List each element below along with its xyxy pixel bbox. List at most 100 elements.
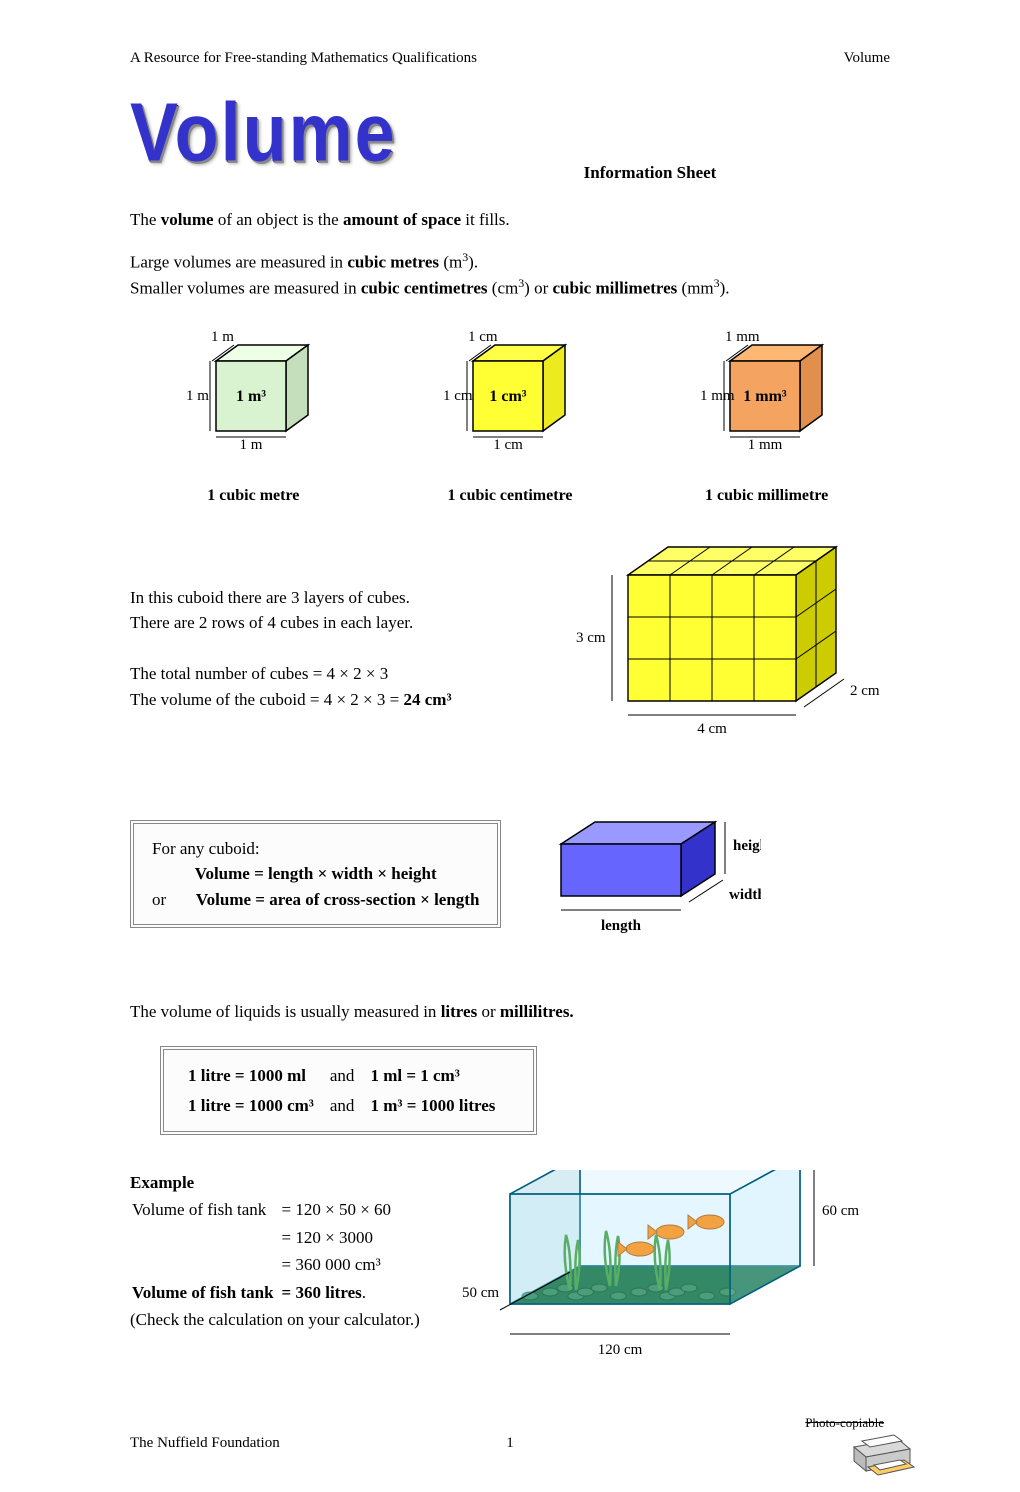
unit-cubes-row: 1 m1 m1 m1 m³ 1 cubic metre 1 cm1 cm1 cm…: [130, 331, 890, 505]
text: (cm: [488, 278, 519, 297]
conv-and: and: [330, 1092, 369, 1119]
conv-right: 1 ml = 1 cm³: [370, 1066, 459, 1085]
text: The volume of liquids is usually measure…: [130, 1002, 441, 1021]
footer-page-number: 1: [506, 1435, 514, 1452]
svg-text:1 cm: 1 cm: [443, 388, 473, 404]
fishtank-diagram: 60 cm 120 cm 50 cm: [440, 1170, 860, 1405]
example-row: Example Volume of fish tank= 120 × 50 × …: [130, 1170, 890, 1405]
svg-text:height: height: [733, 838, 761, 854]
text-bold: volume: [161, 210, 214, 229]
svg-text:50 cm: 50 cm: [462, 1285, 499, 1301]
cell: = 120 × 3000: [282, 1225, 398, 1251]
cuboid-svg: 3 cm4 cm2 cm: [570, 545, 890, 785]
formula-main: Volume = length × width × height: [152, 861, 479, 887]
page-header: A Resource for Free-standing Mathematics…: [130, 50, 890, 67]
table-row: = 360 000 cm³: [132, 1252, 397, 1278]
cube-metre-svg: 1 m 1 m 1 m 1 m³: [168, 331, 338, 481]
text: Large volumes are measured in: [130, 252, 347, 271]
table-row: 1 litre = 1000 ml and 1 ml = 1 cm³: [188, 1062, 509, 1089]
text: The volume of the cuboid = 4 × 2 × 3 =: [130, 690, 403, 709]
svg-text:width: width: [729, 887, 761, 903]
cube-centimetre-caption: 1 cubic centimetre: [447, 487, 572, 505]
cuboid-text: In this cuboid there are 3 layers of cub…: [130, 545, 540, 713]
svg-text:1 cm: 1 cm: [493, 437, 523, 453]
formula-alt: or Volume = area of cross-section × leng…: [152, 887, 479, 913]
cuboid-section: In this cuboid there are 3 layers of cub…: [130, 545, 890, 790]
svg-text:1 m: 1 m: [186, 388, 209, 404]
cell-bold: = 360 litres: [282, 1283, 362, 1302]
text: ).: [720, 278, 730, 297]
svg-text:120 cm: 120 cm: [598, 1342, 643, 1358]
svg-text:1 cm: 1 cm: [468, 331, 498, 345]
table-row: = 120 × 3000: [132, 1225, 397, 1251]
example-title: Example: [130, 1173, 194, 1192]
cuboid-diagram: 3 cm4 cm2 cm: [570, 545, 890, 790]
cell: [132, 1252, 280, 1278]
text: (m: [439, 252, 462, 271]
page-footer: The Nuffield Foundation 1 Photo-copiable: [130, 1435, 890, 1452]
header-right: Volume: [844, 50, 890, 67]
text: The volume of the cuboid = 4 × 2 × 3 = 2…: [130, 687, 540, 713]
svg-text:60 cm: 60 cm: [822, 1203, 859, 1219]
cell: Volume of fish tank: [132, 1197, 280, 1223]
liquids-para: The volume of liquids is usually measure…: [130, 999, 890, 1025]
cell: = 120 × 50 × 60: [282, 1197, 398, 1223]
table-row: Volume of fish tank= 360 litres.: [132, 1280, 397, 1306]
cube-metre-caption: 1 cubic metre: [207, 487, 299, 505]
text: ).: [468, 252, 478, 271]
svg-text:1 mm³: 1 mm³: [743, 388, 787, 405]
example-table: Volume of fish tank= 120 × 50 × 60 = 120…: [130, 1195, 399, 1307]
table-row: Volume of fish tank= 120 × 50 × 60: [132, 1197, 397, 1223]
text-bold: litres: [441, 1002, 478, 1021]
labelled-cuboid: length width height: [531, 820, 761, 975]
cube-metre: 1 m 1 m 1 m 1 m³ 1 cubic metre: [168, 331, 338, 505]
conv-right: 1 m³ = 1000 litres: [370, 1096, 495, 1115]
svg-text:length: length: [601, 918, 642, 934]
text: In this cuboid there are 3 layers of cub…: [130, 585, 540, 611]
svg-text:1 mm: 1 mm: [747, 437, 782, 453]
svg-text:4 cm: 4 cm: [697, 721, 727, 737]
svg-text:1 m³: 1 m³: [236, 388, 266, 405]
cell: = 360 000 cm³: [282, 1252, 398, 1278]
cube-centimetre-svg: 1 cm 1 cm 1 cm 1 cm³: [425, 331, 595, 481]
text-bold: cubic metres: [347, 252, 439, 271]
table-row: 1 litre = 1000 cm³ and 1 m³ = 1000 litre…: [188, 1092, 509, 1119]
conv-and: and: [330, 1062, 369, 1089]
svg-text:1 cm³: 1 cm³: [489, 388, 526, 405]
cube-centimetre: 1 cm 1 cm 1 cm 1 cm³ 1 cubic centimetre: [425, 331, 595, 505]
intro-para-2: Large volumes are measured in cubic metr…: [130, 249, 890, 301]
text: or: [152, 890, 166, 909]
text: The total number of cubes = 4 × 2 × 3: [130, 661, 540, 687]
svg-text:1 mm: 1 mm: [700, 388, 735, 404]
svg-text:1 m: 1 m: [211, 331, 234, 345]
formula-row: For any cuboid: Volume = length × width …: [130, 820, 890, 975]
svg-text:1 m: 1 m: [240, 437, 263, 453]
footer-left: The Nuffield Foundation: [130, 1435, 280, 1452]
cell-bold: Volume of fish tank: [132, 1283, 274, 1302]
text: ) or: [524, 278, 552, 297]
text-bold: Volume = length × width × height: [195, 864, 437, 883]
formula-intro: For any cuboid:: [152, 836, 479, 862]
text-bold: cubic millimetres: [553, 278, 678, 297]
text-bold: amount of space: [343, 210, 461, 229]
labelled-cuboid-svg: length width height: [531, 820, 761, 970]
svg-text:2 cm: 2 cm: [850, 683, 880, 699]
text: it fills.: [461, 210, 510, 229]
text-bold: 24 cm³: [403, 690, 451, 709]
text-bold: cubic centimetres: [361, 278, 488, 297]
text: Smaller volumes are measured in: [130, 278, 361, 297]
conv-left: 1 litre = 1000 cm³: [188, 1096, 314, 1115]
example-text: Example Volume of fish tank= 120 × 50 × …: [130, 1170, 420, 1333]
text: The: [130, 210, 161, 229]
cube-millimetre-svg: 1 mm 1 mm 1 mm 1 mm³: [682, 331, 852, 481]
conv-left: 1 litre = 1000 ml: [188, 1066, 306, 1085]
cube-millimetre-caption: 1 cubic millimetre: [705, 487, 828, 505]
svg-text:1 mm: 1 mm: [725, 331, 760, 345]
photocopier-icon: [840, 1427, 920, 1482]
text-bold: Volume = area of cross-section × length: [196, 890, 479, 909]
header-left: A Resource for Free-standing Mathematics…: [130, 50, 477, 67]
example-check: (Check the calculation on your calculato…: [130, 1307, 420, 1333]
intro-para-1: The volume of an object is the amount of…: [130, 207, 890, 233]
fishtank-svg: 60 cm 120 cm 50 cm: [440, 1170, 860, 1400]
text: (mm: [677, 278, 713, 297]
